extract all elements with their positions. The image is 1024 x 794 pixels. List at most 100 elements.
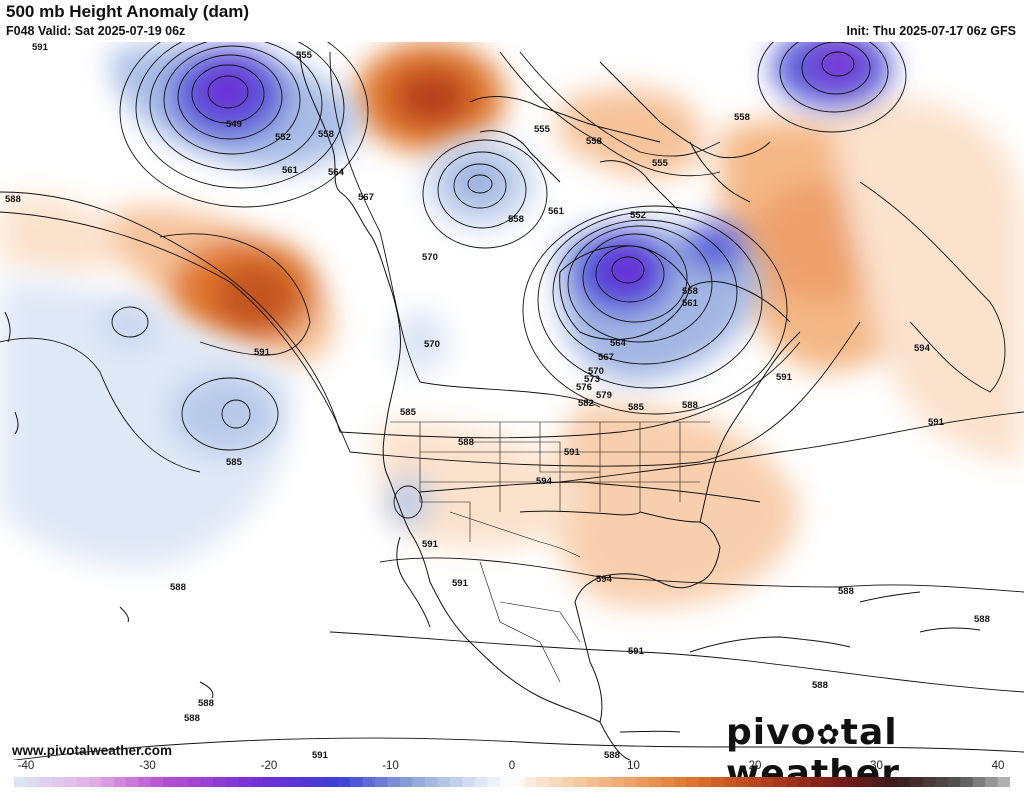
colorbar-segment <box>910 777 924 787</box>
contour-label: 552 <box>275 132 291 143</box>
contour-label: 591 <box>422 539 439 550</box>
colorbar-segment <box>337 777 351 787</box>
contour-label: 591 <box>776 372 793 383</box>
colorbar-segment <box>399 777 413 787</box>
political-borders <box>390 421 720 683</box>
contour-label: 591 <box>452 578 469 589</box>
colorbar-segment <box>885 777 899 787</box>
colorbar-segment <box>163 777 177 787</box>
contour-label: 594 <box>536 476 553 487</box>
colorbar-segment <box>997 777 1010 787</box>
colorbar-segment <box>935 777 949 787</box>
colorbar-segment <box>424 777 438 787</box>
contour-label: 591 <box>928 417 945 428</box>
colorbar-segment <box>126 777 140 787</box>
colorbar-segment <box>985 777 999 787</box>
colorbar-segment <box>848 777 862 787</box>
contour-label: 588 <box>812 680 828 691</box>
colorbar-segment <box>474 777 488 787</box>
colorbar-segment <box>673 777 687 787</box>
contour-label: 570 <box>588 366 604 377</box>
contour-label: 561 <box>548 206 565 217</box>
colorbar-segment <box>773 777 787 787</box>
colorbar-segment <box>960 777 974 787</box>
colorbar-tick: 30 <box>870 760 883 772</box>
colorbar-segment <box>723 777 737 787</box>
colorbar-segment <box>312 777 326 787</box>
colorbar-tick: 10 <box>627 760 640 772</box>
contour-label: 561 <box>282 165 299 176</box>
colorbar-segment <box>449 777 463 787</box>
contour-label: 588 <box>198 698 214 709</box>
colorbar-segment <box>860 777 874 787</box>
colorbar-segment <box>624 777 638 787</box>
watermark-url: www.pivotalweather.com <box>12 743 173 758</box>
colorbar-segment <box>63 777 77 787</box>
colorbar-segment <box>897 777 911 787</box>
contour-label: 591 <box>32 42 49 53</box>
colorbar-segment <box>586 777 600 787</box>
contour-label: 555 <box>534 124 551 135</box>
contour-label: 591 <box>312 750 329 760</box>
contour-label: 579 <box>596 390 612 401</box>
colorbar-tick: 20 <box>748 760 762 772</box>
contour-label: 588 <box>838 586 854 597</box>
colorbar-segment <box>499 777 513 787</box>
colorbar-segment <box>810 777 824 787</box>
colorbar-segment <box>362 777 376 787</box>
contour-label: 588 <box>170 582 186 593</box>
colorbar-segment <box>524 777 538 787</box>
colorbar-segment <box>287 777 301 787</box>
colorbar-segment <box>238 777 252 787</box>
header: 500 mb Height Anomaly (dam) F048 Valid: … <box>0 0 1024 42</box>
contour-label: 591 <box>254 347 271 358</box>
contour-label: 588 <box>604 750 620 760</box>
colorbar-segment <box>711 777 725 787</box>
colorbar-segment <box>574 777 588 787</box>
brand-text-left: pivo <box>726 712 817 753</box>
contour-label: 591 <box>628 646 645 657</box>
contour-label: 558 <box>508 214 524 225</box>
contour-label: 588 <box>458 437 474 448</box>
colorbar-tick: -30 <box>139 760 156 772</box>
colorbar-segment <box>387 777 401 787</box>
colorbar-segment <box>599 777 613 787</box>
gear-icon: ✿ <box>816 718 841 751</box>
contour-label: 585 <box>628 402 645 413</box>
brand-logo: pivo✿tal weather <box>726 712 1024 794</box>
colorbar-segment <box>972 777 986 787</box>
contour-label: 588 <box>184 713 200 724</box>
colorbar-segment <box>412 777 426 787</box>
colorbar-segment <box>325 777 339 787</box>
colorbar-segment <box>213 777 227 787</box>
contour-label: 549 <box>226 119 242 130</box>
colorbar-segment <box>748 777 762 787</box>
contour-label: 570 <box>422 252 438 263</box>
height-anomaly-map: 591 555 549 552 558 561 564 567 555 558 … <box>0 42 1024 760</box>
valid-time: F048 Valid: Sat 2025-07-19 06z <box>6 24 186 38</box>
colorbar-segment <box>138 777 152 787</box>
colorbar-segment <box>76 777 90 787</box>
contour-label: 594 <box>596 574 613 585</box>
colorbar-segment <box>188 777 202 787</box>
contour-label: 594 <box>914 343 931 354</box>
colorbar-tick: 40 <box>991 760 1005 772</box>
colorbar-segment <box>512 777 526 787</box>
colorbar-segment <box>38 777 52 787</box>
colorbar-segment <box>175 777 189 787</box>
colorbar-segment <box>200 777 214 787</box>
contour-label: 564 <box>610 338 627 349</box>
contour-labels: 591 555 549 552 558 561 564 567 555 558 … <box>5 42 990 760</box>
contour-label: 570 <box>424 339 440 350</box>
colorbar-segment <box>275 777 289 787</box>
contour-label: 588 <box>5 194 21 205</box>
contour-label: 564 <box>328 167 345 178</box>
colorbar <box>14 777 1010 787</box>
colorbar-segment <box>785 777 799 787</box>
colorbar-segment <box>636 777 650 787</box>
colorbar-segment <box>300 777 314 787</box>
contour-label: 576 <box>576 382 592 393</box>
colorbar-segment <box>873 777 887 787</box>
colorbar-segment <box>835 777 849 787</box>
colorbar-segment <box>437 777 451 787</box>
